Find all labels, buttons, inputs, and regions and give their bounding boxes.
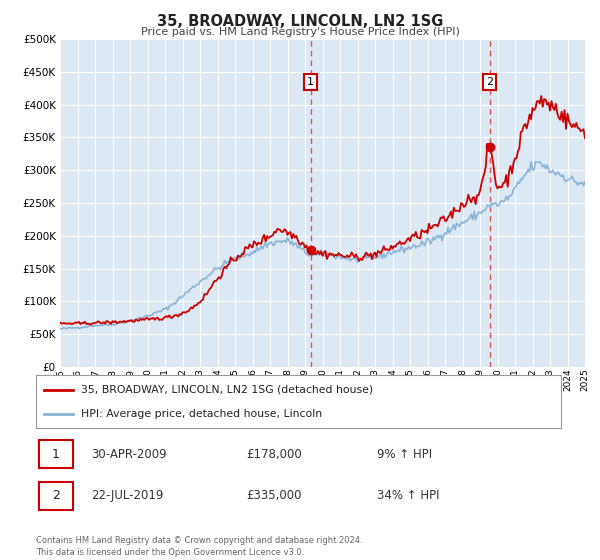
Text: £335,000: £335,000 xyxy=(246,489,302,502)
Text: 9% ↑ HPI: 9% ↑ HPI xyxy=(377,448,433,461)
Text: £178,000: £178,000 xyxy=(246,448,302,461)
Text: 1: 1 xyxy=(52,448,60,461)
Text: 35, BROADWAY, LINCOLN, LN2 1SG: 35, BROADWAY, LINCOLN, LN2 1SG xyxy=(157,14,443,29)
Text: 34% ↑ HPI: 34% ↑ HPI xyxy=(377,489,440,502)
Text: 30-APR-2009: 30-APR-2009 xyxy=(91,448,167,461)
Text: 35, BROADWAY, LINCOLN, LN2 1SG (detached house): 35, BROADWAY, LINCOLN, LN2 1SG (detached… xyxy=(80,385,373,395)
Text: Price paid vs. HM Land Registry's House Price Index (HPI): Price paid vs. HM Land Registry's House … xyxy=(140,27,460,37)
FancyBboxPatch shape xyxy=(38,440,73,468)
Text: HPI: Average price, detached house, Lincoln: HPI: Average price, detached house, Linc… xyxy=(80,409,322,419)
Text: Contains HM Land Registry data © Crown copyright and database right 2024.
This d: Contains HM Land Registry data © Crown c… xyxy=(36,536,362,557)
Text: 22-JUL-2019: 22-JUL-2019 xyxy=(91,489,163,502)
Text: 2: 2 xyxy=(52,489,60,502)
Text: 2: 2 xyxy=(486,77,493,87)
Text: 1: 1 xyxy=(307,77,314,87)
FancyBboxPatch shape xyxy=(38,482,73,510)
